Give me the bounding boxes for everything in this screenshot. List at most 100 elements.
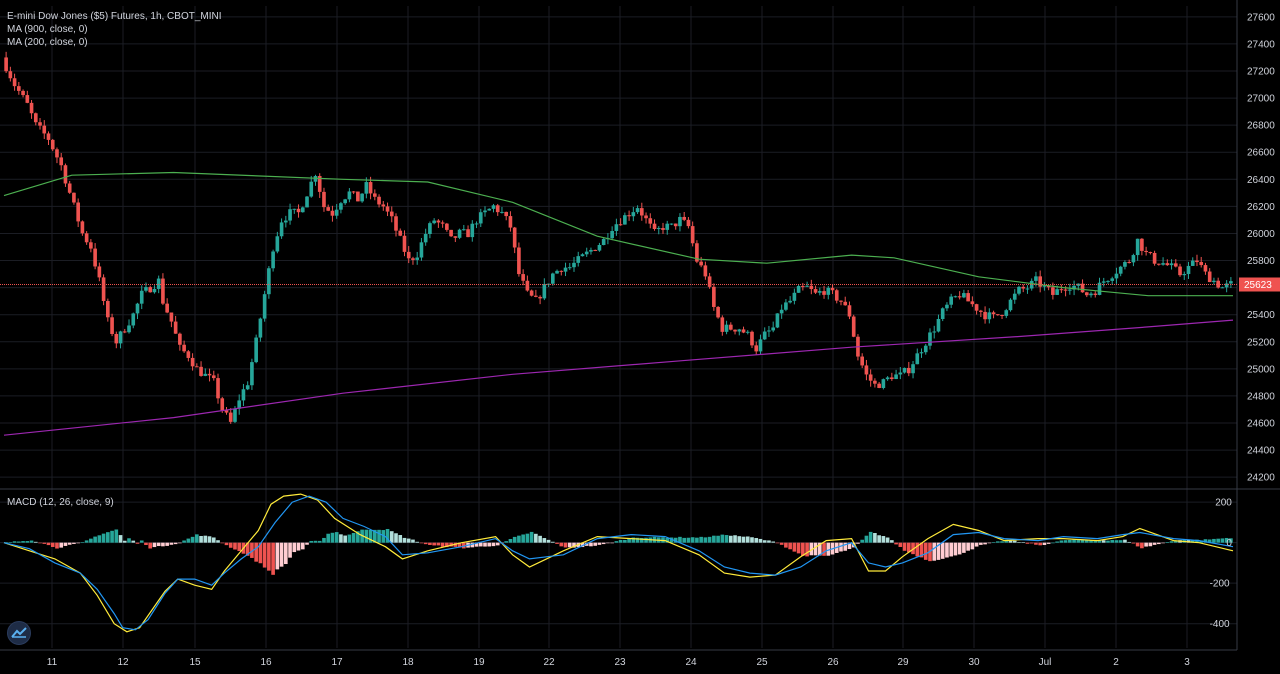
candle-body <box>737 329 742 332</box>
macd-histogram-bar <box>733 535 737 543</box>
macd-histogram-bar <box>1157 542 1161 545</box>
candle-body <box>1123 262 1127 267</box>
price-tick-label: 25800 <box>1247 256 1275 267</box>
macd-histogram-bar <box>373 529 377 543</box>
macd-histogram-bar <box>186 538 191 543</box>
macd-histogram-bar <box>873 533 877 543</box>
price-tick-label: 26600 <box>1247 148 1275 159</box>
macd-histogram-bar <box>97 535 102 543</box>
candle-body <box>847 305 852 317</box>
macd-histogram-bar <box>864 535 869 543</box>
candle-body <box>949 296 953 305</box>
candle-body <box>584 251 589 255</box>
candle-body <box>572 262 576 268</box>
macd-histogram-bar <box>381 530 386 543</box>
candle-body <box>703 265 708 277</box>
candle-body <box>512 227 517 248</box>
macd-histogram-bar <box>614 541 619 543</box>
candle-body <box>707 276 712 287</box>
macd-histogram-bar <box>1229 538 1233 543</box>
ma900-line <box>3 319 1234 436</box>
candle-body <box>758 339 763 352</box>
macd-histogram-bar <box>224 542 229 546</box>
candle-body <box>161 278 165 304</box>
macd-histogram-bar <box>728 535 733 543</box>
candle-body <box>754 345 759 352</box>
candle-body <box>864 365 869 375</box>
macd-histogram-bar <box>432 542 436 546</box>
macd-histogram-bar <box>46 542 51 546</box>
macd-histogram-bar <box>627 538 631 543</box>
candle-body <box>436 220 441 223</box>
candle-body <box>979 310 983 312</box>
candle-body <box>1059 289 1064 291</box>
macd-histogram-bar <box>1207 539 1212 543</box>
ma200-legend[interactable]: MA (200, close, 0) <box>7 37 88 48</box>
candle-body <box>784 302 788 310</box>
candle-body <box>987 312 992 320</box>
macd-histogram-bar <box>377 529 381 543</box>
candle-body <box>589 249 593 252</box>
macd-histogram-bar <box>762 540 767 543</box>
candle-body <box>550 273 555 284</box>
candle-body <box>211 375 216 379</box>
candle-body <box>279 222 284 237</box>
macd-histogram-bar <box>953 542 958 556</box>
macd-histogram-bar <box>50 542 55 547</box>
candle-body <box>368 182 373 194</box>
macd-histogram-bar <box>805 542 809 557</box>
macd-histogram-bar <box>478 542 483 547</box>
chart-title: E-mini Dow Jones ($5) Futures, 1h, CBOT_… <box>7 11 222 22</box>
macd-histogram-bar <box>720 534 725 543</box>
macd-histogram-bar <box>250 542 254 558</box>
ma900-legend[interactable]: MA (900, close, 0) <box>7 24 88 35</box>
candle-body <box>822 291 826 295</box>
macd-histogram-bar <box>767 540 771 543</box>
candle-body <box>309 181 314 197</box>
macd-histogram-bar <box>411 539 415 543</box>
candle-body <box>991 312 996 315</box>
candle-body <box>135 303 140 314</box>
macd-histogram-bar <box>817 542 822 556</box>
candle-body <box>106 301 110 318</box>
candle-body <box>487 208 492 211</box>
macd-histogram-bar <box>1110 540 1115 543</box>
candle-body <box>614 224 619 232</box>
tradingview-logo-icon[interactable] <box>7 621 31 645</box>
macd-histogram-bar <box>233 542 237 550</box>
candle-body <box>432 220 436 224</box>
macd-legend[interactable]: MACD (12, 26, close, 9) <box>7 497 114 508</box>
macd-histogram-bar <box>110 530 114 543</box>
candle-body <box>1148 252 1153 254</box>
candle-body <box>8 71 13 79</box>
macd-histogram-bar <box>1173 540 1178 543</box>
macd-histogram-bar <box>152 542 157 548</box>
candle-body <box>1106 280 1110 282</box>
candle-body <box>478 212 483 224</box>
macd-histogram-bar <box>106 532 110 543</box>
candle-body <box>457 229 462 238</box>
candle-body <box>983 311 987 320</box>
candle-body <box>1042 285 1047 287</box>
candle-body <box>428 223 432 235</box>
candle-body <box>173 321 178 334</box>
macd-histogram-bar <box>470 542 475 548</box>
candle-body <box>500 211 504 213</box>
macd-histogram-bar <box>495 542 500 546</box>
macd-histogram-bar <box>440 542 445 547</box>
candle-body <box>144 287 148 291</box>
candle-body <box>555 270 559 274</box>
candle-body <box>381 204 386 207</box>
candle-body <box>1182 274 1187 276</box>
candle-body <box>1084 292 1089 296</box>
macd-histogram-bar <box>228 542 233 548</box>
candle-body <box>262 294 267 319</box>
candle-body <box>1055 289 1059 295</box>
price-tick-label: 26400 <box>1247 175 1275 186</box>
candle-body <box>25 95 30 103</box>
candle-body <box>1080 283 1085 293</box>
candle-body <box>1118 266 1123 274</box>
axes: 2420024400246002480025000252002540025600… <box>47 12 1280 668</box>
macd-histogram-bar <box>267 542 271 571</box>
